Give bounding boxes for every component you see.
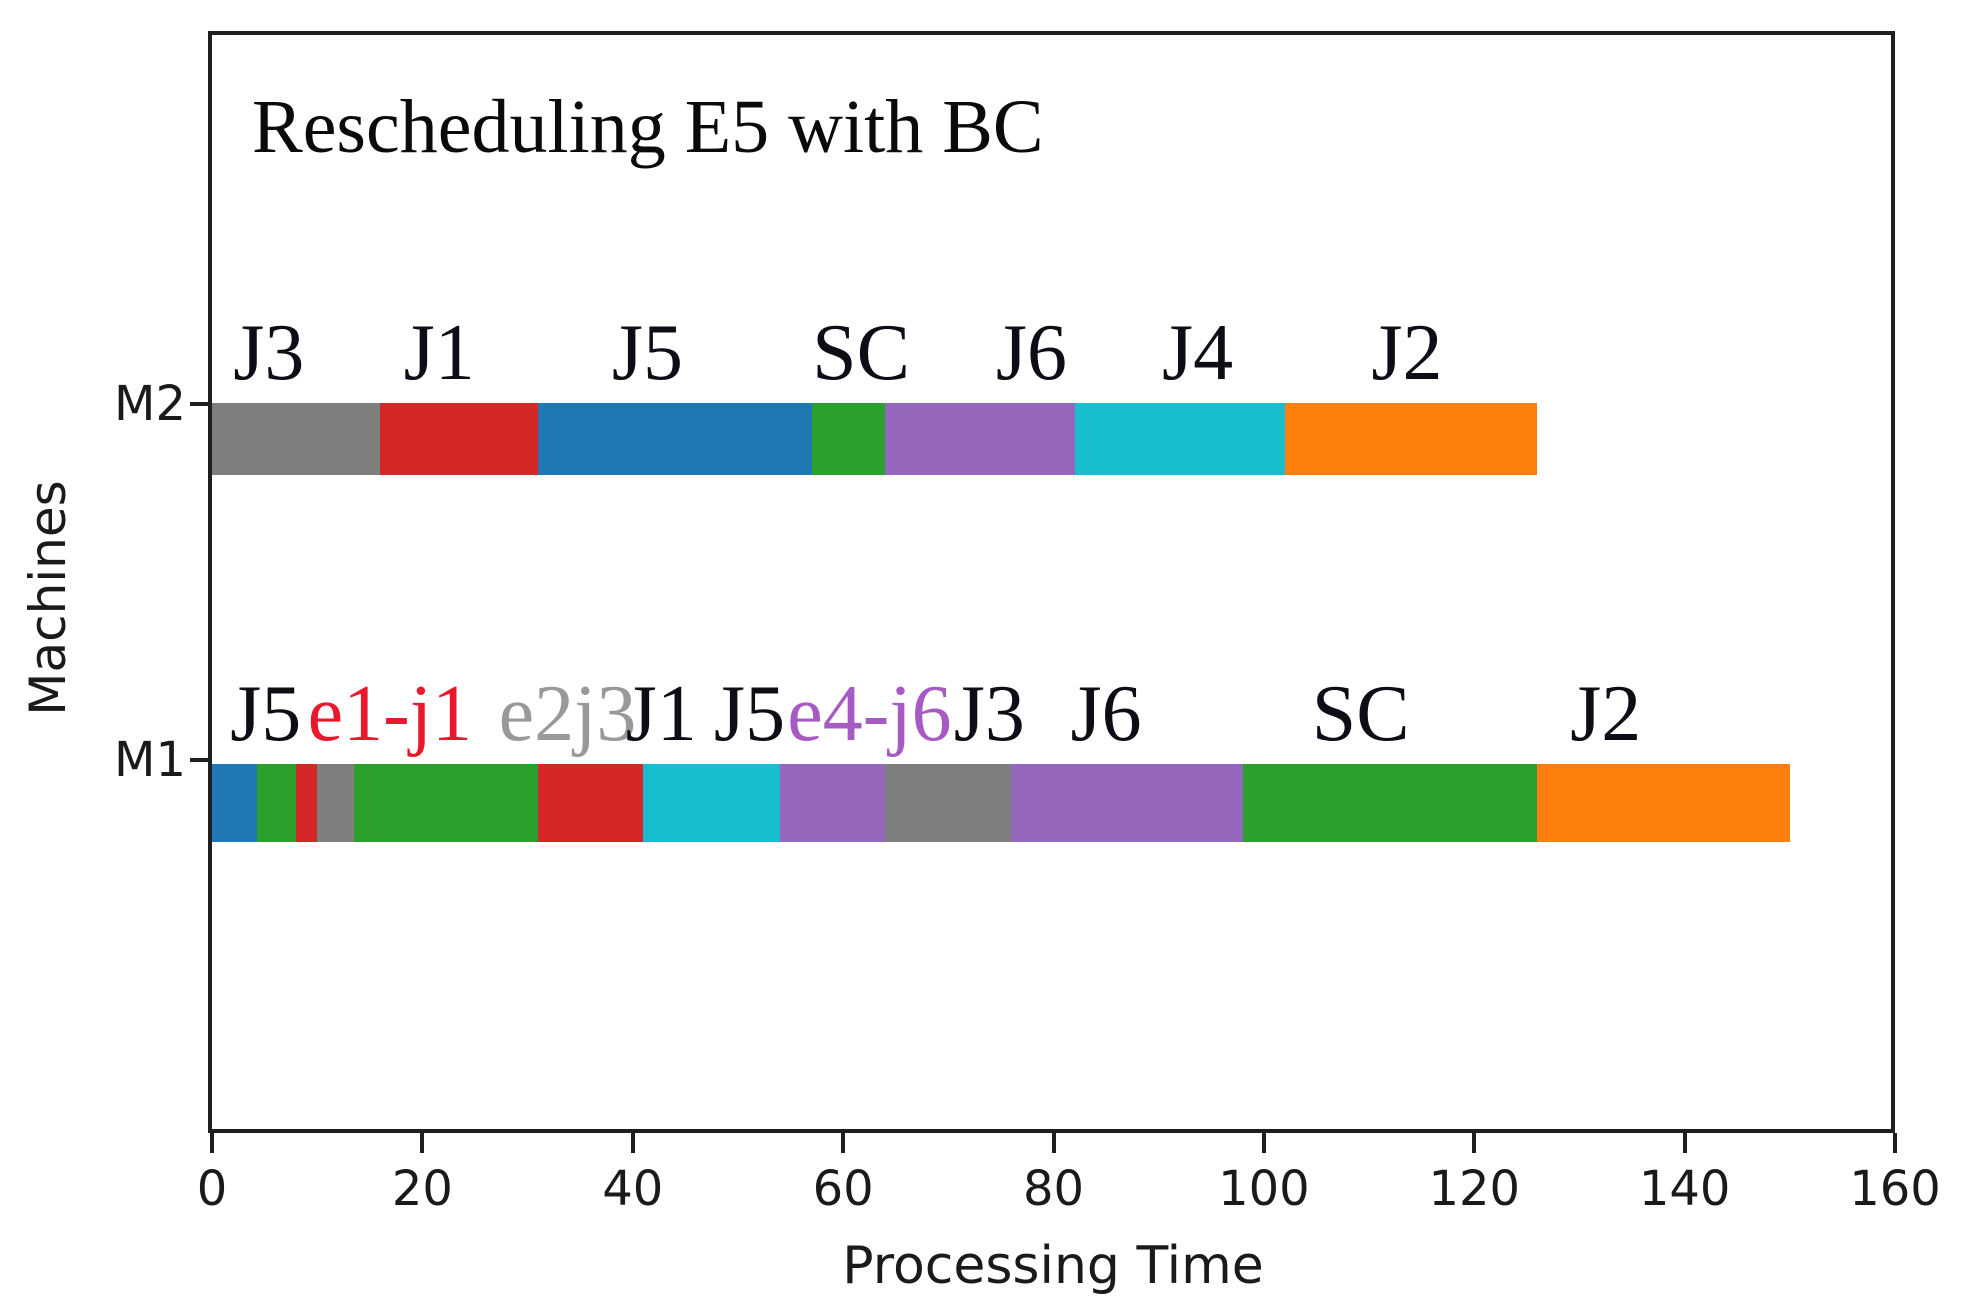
x-tick-160	[1893, 1133, 1897, 1153]
x-tick-label-160: 160	[1849, 1161, 1941, 1217]
x-tick-label-60: 60	[812, 1161, 874, 1217]
segment-label-j5: J5	[611, 309, 684, 397]
gantt-segment-m1-e1-j1	[296, 764, 318, 842]
x-tick-80	[1051, 1133, 1056, 1153]
gantt-segment-m2-sc	[811, 403, 886, 475]
y-tick-label-m2: M2	[114, 376, 186, 432]
segment-label-j5: J5	[713, 670, 786, 758]
x-tick-140	[1682, 1133, 1687, 1153]
segment-label-sc: SC	[812, 309, 910, 397]
segment-label-e1-j1: e1-j1	[307, 670, 472, 758]
segment-label-j1: J1	[403, 309, 475, 397]
x-tick-20	[420, 1133, 425, 1153]
x-tick-120	[1472, 1133, 1477, 1153]
gantt-segment-m2-j3	[212, 403, 381, 475]
y-tick-m2	[190, 402, 210, 406]
x-tick-label-100: 100	[1218, 1161, 1310, 1217]
segment-label-j2: J2	[1371, 309, 1443, 397]
x-tick-label-20: 20	[391, 1161, 453, 1217]
gantt-segment-m1-sc	[1242, 764, 1538, 842]
gantt-segment-m2-j4	[1074, 403, 1285, 475]
x-tick-label-40: 40	[602, 1161, 664, 1217]
gantt-segment-m1-j6	[1011, 764, 1243, 842]
x-tick-40	[630, 1133, 635, 1153]
x-axis-label: Processing Time	[842, 1236, 1264, 1296]
x-tick-0	[210, 1133, 214, 1153]
y-axis-label: Machines	[19, 480, 77, 716]
segment-label-j6: J6	[995, 309, 1067, 397]
x-tick-100	[1261, 1133, 1266, 1153]
y-tick-m1	[190, 758, 210, 762]
gantt-segment-m2-j2	[1284, 403, 1538, 475]
segment-label-j4: J4	[1162, 309, 1234, 397]
gantt-segment-m1-e2j3	[317, 764, 354, 842]
x-tick-60	[841, 1133, 846, 1153]
gantt-segment-m1-j5	[643, 764, 780, 842]
segment-label-e2j3: e2j3	[498, 670, 637, 758]
gantt-segment-m1-j2	[1537, 764, 1790, 842]
x-tick-label-0: 0	[196, 1161, 228, 1217]
segment-label-e4-j6: e4-j6	[787, 670, 952, 758]
gantt-segment-m2-j6	[885, 403, 1075, 475]
segment-label-j3: J3	[233, 309, 305, 397]
gantt-segment-m2-j1	[380, 403, 539, 475]
segment-label-j1: J1	[625, 670, 697, 758]
plot-area	[208, 31, 1895, 1133]
segment-label-j2: J2	[1570, 670, 1642, 758]
gantt-segment-m1-e2j3	[354, 764, 539, 842]
gantt-segment-m2-j5	[538, 403, 812, 475]
chart-title: Rescheduling E5 with BC	[252, 85, 1044, 169]
segment-label-sc: SC	[1311, 670, 1410, 758]
x-tick-label-140: 140	[1638, 1161, 1731, 1217]
gantt-segment-m1-j3	[885, 764, 1012, 842]
x-tick-label-80: 80	[1022, 1161, 1085, 1217]
segment-label-j6: J6	[1070, 670, 1142, 758]
gantt-segment-m1-j5	[212, 764, 258, 842]
gantt-segment-m1-e4-j6	[780, 764, 886, 842]
y-tick-label-m1: M1	[114, 732, 186, 788]
gantt-segment-m1-j1	[538, 764, 644, 842]
segment-label-j3: J3	[953, 670, 1025, 758]
x-tick-label-120: 120	[1428, 1161, 1521, 1217]
gantt-segment-m1-e1-j1	[257, 764, 297, 842]
segment-label-j5: J5	[230, 670, 302, 758]
